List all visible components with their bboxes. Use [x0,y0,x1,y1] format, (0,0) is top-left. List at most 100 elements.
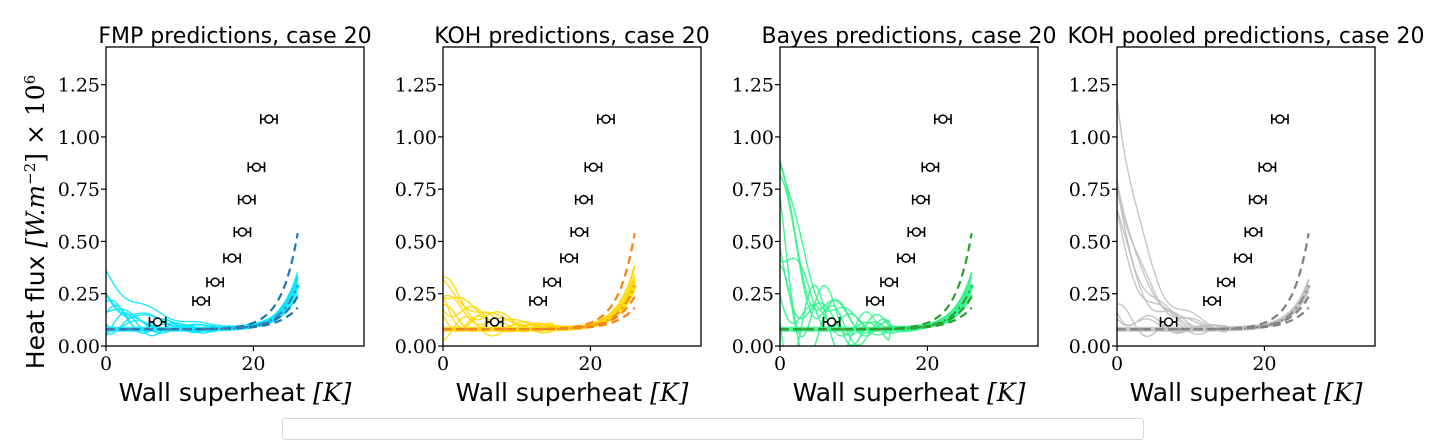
ylabel-mid: ] × 10 [21,84,50,162]
prediction-sample-curve [1117,184,1310,331]
model-dashed-curve [443,232,636,331]
observation-marker [533,296,543,306]
observation-point [148,316,167,327]
observation-point [822,316,841,327]
y-tick-label: 0.75 [1069,179,1111,201]
observation-marker [227,253,237,263]
x-tick-label: 20 [241,353,265,375]
panel-title: KOH pooled predictions, case 20 [1068,24,1425,49]
observation-point [223,253,241,264]
observation-point [880,277,899,288]
observation-point [574,194,593,205]
axes-frame [105,46,365,347]
y-tick-label: 1.00 [395,127,437,149]
plot-area [443,114,638,342]
observation-marker [1262,162,1273,172]
observation-marker [1163,317,1174,327]
observation-marker [826,317,837,327]
x-tick-label: 0 [774,353,786,375]
observation-marker [884,277,894,287]
observation-point [1159,316,1178,327]
xlabel-prefix: Wall superheat [793,378,988,407]
observation-point [1248,194,1267,205]
ylabel-prefix: Heat flux [21,248,50,370]
observation-marker [911,227,922,237]
panel-1: 0.00 0.25 0.50 0.75 1.00 1.25 0 20 FMP predictio… [58,24,372,407]
observation-marker [237,227,248,237]
y-tick-label: 1.25 [58,75,100,97]
x-tick-label: 20 [1252,353,1276,375]
observation-point [247,162,266,173]
ylabel-exp2: 6 [21,75,39,85]
panel-title: Bayes predictions, case 20 [762,24,1057,49]
observation-point [192,296,210,307]
x-axis-label: Wall superheat [K] [119,378,352,407]
observation-point [584,162,603,173]
model-dashdot-curve [443,285,636,331]
prediction-sample-curve [1117,186,1310,330]
observation-point [1271,114,1289,125]
observation-marker [870,296,880,306]
observation-marker [601,114,611,124]
prediction-sample-curve [1117,180,1310,329]
xlabel-prefix: Wall superheat [1130,378,1325,407]
observation-marker [901,253,911,263]
observation-point [233,227,252,238]
plot-area [1117,98,1312,337]
observation-point [529,296,548,307]
axes-frame [1116,46,1376,347]
y-tick-label: 0.25 [1069,284,1111,306]
observation-point [206,277,225,288]
y-tick-label: 1.00 [732,127,774,149]
observation-point [560,253,578,264]
y-tick-label: 1.00 [58,127,100,149]
panel-3: 0.00 0.25 0.50 0.75 1.00 1.25 0 20 Bayes predict… [732,24,1057,407]
y-tick-label: 1.25 [732,75,774,97]
axes-frame [442,46,702,347]
observation-point [921,162,940,173]
observation-point [1203,296,1221,307]
xlabel-prefix: Wall superheat [119,378,314,407]
y-tick-label: 0.25 [58,284,100,306]
observation-point [911,194,930,205]
observation-point [1244,227,1263,238]
observation-point [1258,162,1277,173]
y-tick-label: 1.00 [1069,127,1111,149]
observation-marker [1275,114,1285,124]
observation-marker [1248,227,1259,237]
ylabel-unit: [W.m [21,185,50,248]
y-tick-label: 0.50 [732,231,774,253]
y-tick-label: 0.50 [1069,231,1111,253]
ylabel-exp: −2 [21,163,39,185]
observation-marker [588,162,599,172]
observation-marker [1238,253,1248,263]
x-axis-label: Wall superheat [K] [456,378,689,407]
observation-point [933,114,952,125]
x-tick-label: 20 [578,353,602,375]
axes-frame [779,46,1039,347]
observation-marker [916,194,926,205]
observation-point [259,114,278,125]
y-tick-label: 0.50 [58,231,100,253]
observation-marker [264,114,274,124]
plot-area [106,114,301,337]
observation-marker [489,317,500,327]
prediction-sample-curve [1117,98,1310,330]
y-axis-label: Heat flux [W.m−2] × 106 [21,75,50,369]
y-tick-label: 0.00 [1069,336,1111,358]
observation-point [907,227,926,238]
y-tick-label: 0.75 [58,179,100,201]
y-tick-label: 1.25 [395,75,437,97]
x-tick-label: 0 [437,353,449,375]
observation-marker [1253,194,1263,205]
x-tick-label: 0 [100,353,112,375]
model-dashdot-curve [780,285,973,331]
observation-marker [210,277,220,287]
y-tick-label: 0.00 [732,336,774,358]
observation-marker [196,296,206,306]
y-tick-label: 0.25 [732,284,774,306]
observation-marker [938,114,948,124]
caption-box [282,418,1144,440]
observation-point [596,114,615,125]
